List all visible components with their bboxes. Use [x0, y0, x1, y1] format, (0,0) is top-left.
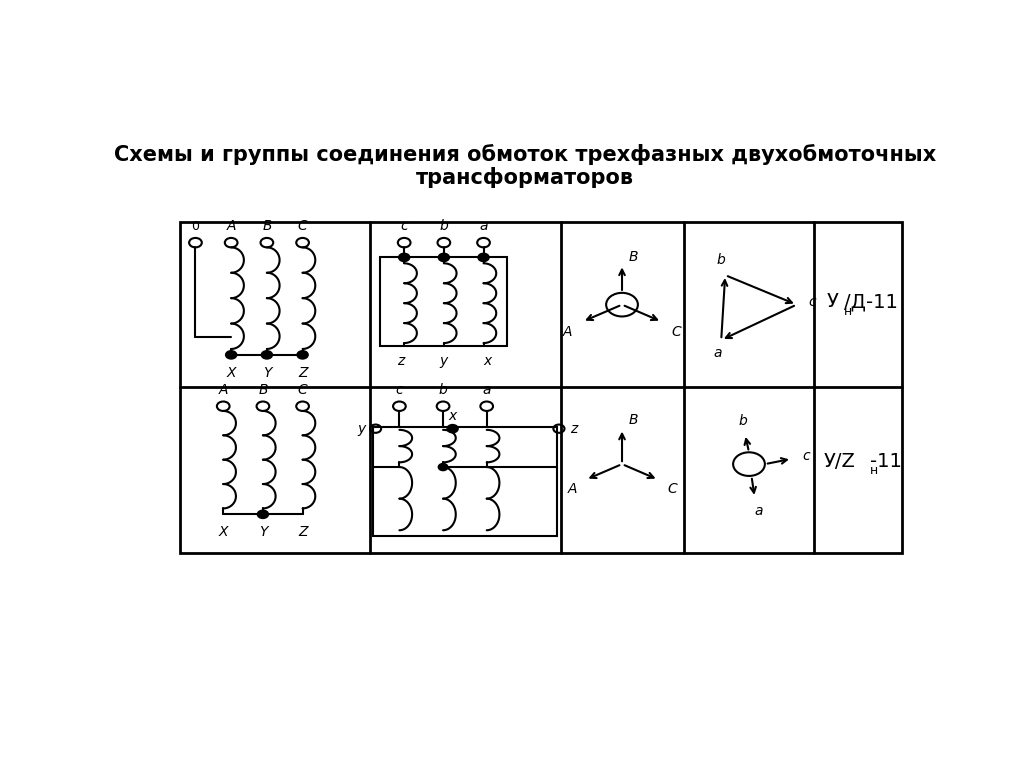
Text: a: a: [479, 219, 487, 233]
Bar: [179, 222, 902, 553]
Text: Y: Y: [259, 525, 267, 539]
Text: A: A: [562, 324, 572, 339]
Text: A: A: [226, 219, 236, 233]
Text: c: c: [809, 295, 816, 308]
Text: b: b: [439, 219, 449, 233]
Text: A: A: [218, 383, 228, 397]
Text: Схемы и группы соединения обмоток трехфазных двухобмоточных: Схемы и группы соединения обмоток трехфа…: [114, 143, 936, 165]
Circle shape: [438, 463, 447, 471]
Text: a: a: [482, 383, 490, 397]
Text: y: y: [357, 422, 366, 436]
Text: B: B: [629, 413, 638, 427]
Text: C: C: [668, 482, 678, 496]
Text: c: c: [803, 449, 810, 463]
Text: Y: Y: [262, 366, 271, 380]
Text: X: X: [226, 366, 236, 380]
Circle shape: [447, 425, 458, 433]
Bar: [380, 258, 507, 346]
Text: B: B: [258, 383, 267, 397]
Text: b: b: [438, 383, 447, 397]
Text: У/Z: У/Z: [824, 452, 856, 471]
Text: c: c: [400, 219, 408, 233]
Text: C: C: [672, 324, 682, 339]
Text: z: z: [569, 422, 577, 436]
Circle shape: [297, 351, 308, 359]
Bar: [373, 427, 557, 536]
Text: y: y: [439, 354, 447, 367]
Text: У: У: [826, 292, 839, 311]
Text: x: x: [449, 409, 457, 423]
Text: -11: -11: [870, 452, 902, 471]
Text: B: B: [629, 250, 638, 265]
Text: Z: Z: [298, 366, 307, 380]
Circle shape: [438, 253, 450, 262]
Circle shape: [261, 351, 272, 359]
Text: x: x: [483, 354, 492, 367]
Text: Z: Z: [298, 525, 307, 539]
Text: A: A: [568, 482, 578, 496]
Text: a: a: [755, 504, 763, 518]
Text: C: C: [298, 383, 307, 397]
Text: a: a: [713, 346, 722, 360]
Text: /Д-11: /Д-11: [844, 292, 898, 311]
Text: 0: 0: [191, 219, 200, 232]
Text: X: X: [218, 525, 228, 539]
Circle shape: [257, 510, 268, 518]
Text: c: c: [395, 383, 403, 397]
Text: трансформаторов: трансформаторов: [416, 167, 634, 188]
Circle shape: [398, 253, 410, 262]
Text: b: b: [717, 253, 726, 268]
Text: н: н: [844, 305, 852, 318]
Text: b: b: [738, 414, 748, 428]
Text: C: C: [298, 219, 307, 233]
Text: z: z: [396, 354, 403, 367]
Circle shape: [225, 351, 237, 359]
Text: B: B: [262, 219, 271, 233]
Circle shape: [478, 253, 489, 262]
Text: н: н: [870, 463, 879, 476]
